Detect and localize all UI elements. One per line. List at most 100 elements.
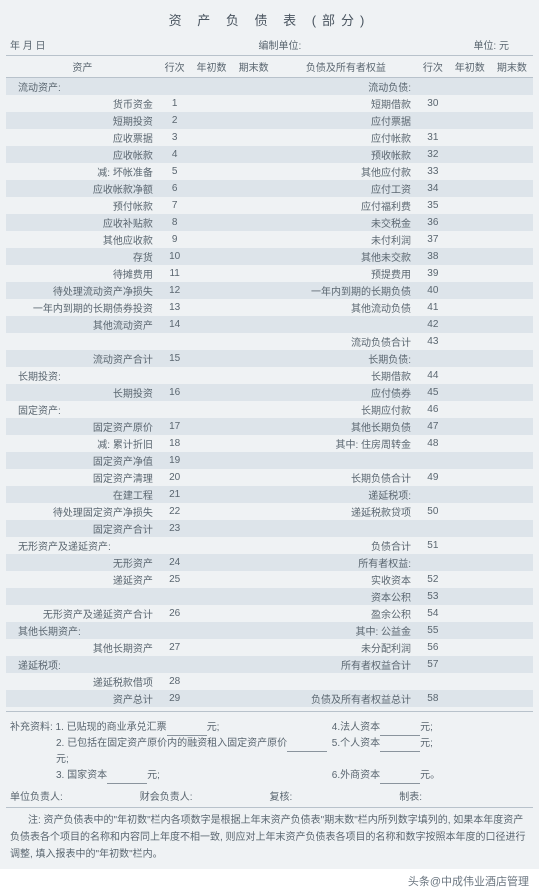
end-val2 <box>491 435 533 452</box>
table-row: 固定资产:长期应付款46 <box>6 401 533 418</box>
asset-cell: 应收补贴款 <box>6 214 159 231</box>
begin-val2 <box>449 622 491 639</box>
begin-val <box>190 316 232 333</box>
begin-val2 <box>449 316 491 333</box>
end-val <box>233 231 275 248</box>
end-val2 <box>491 367 533 384</box>
row-num: 15 <box>159 350 191 367</box>
end-val <box>233 180 275 197</box>
begin-val <box>190 197 232 214</box>
asset-cell: 固定资产合计 <box>6 520 159 537</box>
row-num: 27 <box>159 639 191 656</box>
table-row: 预付帐款7应付福利费35 <box>6 197 533 214</box>
row-num: 8 <box>159 214 191 231</box>
liab-cell: 长期负债: <box>275 350 417 367</box>
begin-val <box>190 605 232 622</box>
asset-cell: 其他应收款 <box>6 231 159 248</box>
end-val2 <box>491 282 533 299</box>
asset-cell: 减: 累计折旧 <box>6 435 159 452</box>
row-num2: 50 <box>417 503 449 520</box>
row-num: 1 <box>159 95 191 112</box>
asset-cell: 其他长期资产 <box>6 639 159 656</box>
row-num2: 57 <box>417 656 449 673</box>
liab-cell: 资本公积 <box>275 588 417 605</box>
liab-cell: 应付票据 <box>275 112 417 129</box>
begin-val2 <box>449 231 491 248</box>
row-num2: 43 <box>417 333 449 350</box>
end-val <box>233 486 275 503</box>
begin-val2 <box>449 656 491 673</box>
row-num <box>159 622 191 639</box>
begin-val2 <box>449 588 491 605</box>
asset-cell: 货币资金 <box>6 95 159 112</box>
begin-val <box>190 350 232 367</box>
liab-cell: 长期借款 <box>275 367 417 384</box>
begin-val2 <box>449 554 491 571</box>
meta-prep: 编制单位: <box>197 37 363 52</box>
table-row: 无形资产及递延资产:负债合计51 <box>6 537 533 554</box>
liab-cell: 未付利润 <box>275 231 417 248</box>
table-row: 待处理流动资产净损失12一年内到期的长期负债40 <box>6 282 533 299</box>
liab-cell: 短期借款 <box>275 95 417 112</box>
begin-val2 <box>449 282 491 299</box>
row-num: 26 <box>159 605 191 622</box>
end-val <box>233 656 275 673</box>
row-num2: 47 <box>417 418 449 435</box>
end-val2 <box>491 401 533 418</box>
liab-cell: 递延税款贷项 <box>275 503 417 520</box>
end-val <box>233 333 275 350</box>
end-val <box>233 401 275 418</box>
row-num2: 40 <box>417 282 449 299</box>
row-num2 <box>417 520 449 537</box>
end-val2 <box>491 248 533 265</box>
supp-2: 2. 已包括在固定资产原价内的融资租入固定资产原价 <box>56 738 287 749</box>
row-num2: 48 <box>417 435 449 452</box>
end-val <box>233 605 275 622</box>
begin-val2 <box>449 520 491 537</box>
row-num <box>159 401 191 418</box>
meta-date: 年 月 日 <box>10 37 197 52</box>
end-val2 <box>491 418 533 435</box>
liab-cell: 应付工资 <box>275 180 417 197</box>
end-val2 <box>491 197 533 214</box>
begin-val2 <box>449 537 491 554</box>
end-val <box>233 469 275 486</box>
begin-val <box>190 520 232 537</box>
table-row: 一年内到期的长期债券投资13其他流动负债41 <box>6 299 533 316</box>
table-row: 待处理固定资产净损失22递延税款贷项50 <box>6 503 533 520</box>
row-num: 13 <box>159 299 191 316</box>
begin-val2 <box>449 248 491 265</box>
asset-cell: 应收票据 <box>6 129 159 146</box>
begin-val <box>190 571 232 588</box>
asset-cell: 长期投资 <box>6 384 159 401</box>
end-val2 <box>491 656 533 673</box>
table-row: 应收帐款4预收帐款32 <box>6 146 533 163</box>
row-num2: 36 <box>417 214 449 231</box>
end-val2 <box>491 486 533 503</box>
end-val2 <box>491 690 533 707</box>
liab-cell: 长期应付款 <box>275 401 417 418</box>
row-num: 29 <box>159 690 191 707</box>
liab-cell: 所有者权益: <box>275 554 417 571</box>
liab-cell: 未交税金 <box>275 214 417 231</box>
table-row: 长期投资16应付债券45 <box>6 384 533 401</box>
begin-val <box>190 469 232 486</box>
end-val2 <box>491 520 533 537</box>
end-val <box>233 384 275 401</box>
row-num2: 31 <box>417 129 449 146</box>
begin-val <box>190 367 232 384</box>
asset-cell: 待摊费用 <box>6 265 159 282</box>
begin-val2 <box>449 503 491 520</box>
end-val2 <box>491 231 533 248</box>
row-num2: 34 <box>417 180 449 197</box>
end-val2 <box>491 622 533 639</box>
end-val2 <box>491 299 533 316</box>
row-num <box>159 588 191 605</box>
row-num: 25 <box>159 571 191 588</box>
begin-val <box>190 588 232 605</box>
table-row: 其他流动资产1442 <box>6 316 533 333</box>
footer-credit: 头条@中成伟业酒店管理 <box>0 869 539 895</box>
begin-val2 <box>449 214 491 231</box>
asset-cell: 递延税款借项 <box>6 673 159 690</box>
asset-cell: 递延资产 <box>6 571 159 588</box>
